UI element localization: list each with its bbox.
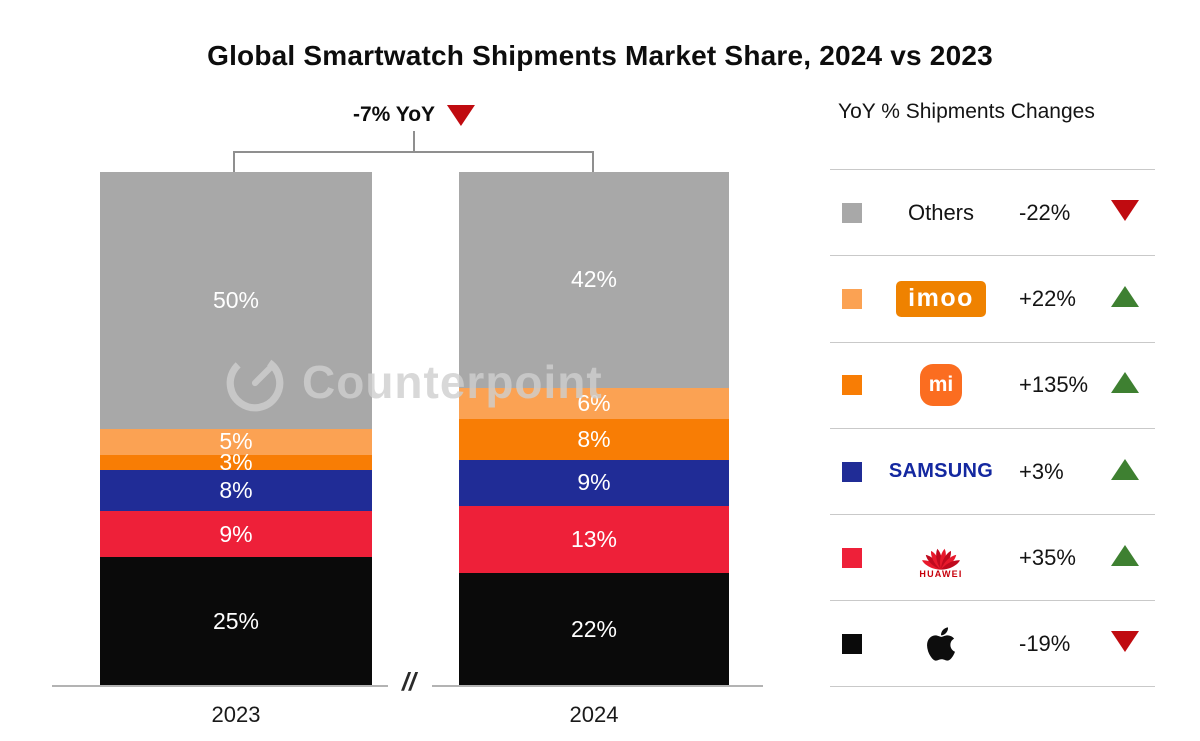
huawei-petals-icon bbox=[921, 549, 961, 570]
yoy-total-annotation: -7% YoY bbox=[352, 103, 476, 127]
segment-value-label: 22% bbox=[570, 615, 618, 642]
chart-title: Global Smartwatch Shipments Market Share… bbox=[207, 40, 993, 71]
segment-value-label: 25% bbox=[212, 608, 260, 635]
bar-segment-apple-2023: 25% bbox=[100, 557, 372, 686]
bracket-left-drop-line bbox=[233, 151, 235, 172]
legend-swatch-apple bbox=[842, 633, 862, 654]
legend-row-others: Others -22% bbox=[830, 169, 1155, 255]
bracket-horizontal-line bbox=[233, 151, 594, 153]
bar-segment-imoo-2023: 5% bbox=[100, 429, 372, 455]
legend-yoy-change-others: -22% bbox=[1019, 199, 1071, 225]
x-axis-label-2024: 2024 bbox=[569, 702, 619, 727]
segment-value-label: 3% bbox=[219, 448, 253, 475]
bar-segment-xiaomi-2023: 3% bbox=[100, 450, 372, 473]
up-triangle-icon bbox=[1111, 285, 1139, 307]
segment-value-label: 13% bbox=[570, 525, 618, 552]
legend-brand-label: Others bbox=[907, 199, 975, 225]
legend-brand-others: Others bbox=[908, 200, 974, 226]
legend-trend-cell bbox=[1111, 372, 1139, 398]
legend-row-huawei: HUAWEI +35% bbox=[830, 514, 1155, 600]
legend-swatch-others bbox=[842, 202, 862, 223]
bracket-stem-line bbox=[413, 131, 415, 152]
bar-segment-imoo-2024: 6% bbox=[459, 387, 729, 419]
legend-trend-cell bbox=[1111, 630, 1139, 657]
bar-segment-others-2023: 50% bbox=[100, 172, 372, 429]
samsung-logo-text: SAMSUNG bbox=[888, 460, 994, 483]
legend-row-samsung: SAMSUNG +3% bbox=[830, 427, 1155, 514]
yoy-total-label: -7% YoY bbox=[352, 103, 436, 126]
legend-trend-cell bbox=[1111, 544, 1139, 571]
legend-trend-cell bbox=[1111, 458, 1139, 485]
legend-brand-huawei: HUAWEI bbox=[918, 536, 964, 579]
bar-segment-huawei-2023: 9% bbox=[100, 511, 372, 558]
xiaomi-mi-logo: mi bbox=[920, 364, 962, 407]
legend-trend-cell bbox=[1111, 199, 1139, 226]
imoo-logo: imoo bbox=[896, 280, 986, 317]
bracket-right-drop-line bbox=[592, 151, 594, 172]
segment-value-label: 50% bbox=[212, 287, 260, 313]
legend-header: YoY % Shipments Changes bbox=[838, 100, 1095, 123]
stacked-bar-2024: 42% 6% 8% 9% 13% 22% bbox=[459, 172, 729, 686]
up-triangle-icon bbox=[1111, 544, 1139, 566]
huawei-wordmark-text: HUAWEI bbox=[919, 569, 963, 580]
legend-yoy-change-xiaomi: +135% bbox=[1019, 372, 1089, 398]
bar-segment-huawei-2024: 13% bbox=[459, 506, 729, 573]
yoy-down-triangle-icon bbox=[447, 104, 476, 126]
legend-rows: Others -22% imoo +22% mi +135% SAMSUNG +3% HUAWE… bbox=[830, 169, 1155, 687]
legend-brand-samsung: SAMSUNG bbox=[889, 460, 993, 483]
legend-yoy-change-apple: -19% bbox=[1019, 630, 1071, 656]
legend-yoy-change-samsung: +3% bbox=[1019, 458, 1064, 484]
bar-segment-xiaomi-2024: 8% bbox=[459, 418, 729, 460]
legend-swatch-imoo bbox=[842, 288, 862, 309]
legend-row-apple: -19% bbox=[830, 600, 1155, 687]
x-axis-line-right bbox=[432, 685, 763, 687]
segment-value-label: 6% bbox=[577, 389, 611, 416]
axis-break-mark: // bbox=[402, 668, 416, 696]
stacked-bar-2023: 50% 5% 3% 8% 9% 25% bbox=[100, 172, 372, 686]
bar-segment-apple-2024: 22% bbox=[459, 572, 729, 686]
legend-row-imoo: imoo +22% bbox=[830, 255, 1155, 341]
up-triangle-icon bbox=[1111, 458, 1139, 480]
up-triangle-icon bbox=[1111, 372, 1139, 394]
legend-brand-imoo: imoo bbox=[896, 280, 986, 317]
segment-value-label: 8% bbox=[219, 477, 253, 504]
legend-panel: YoY % Shipments Changes Others -22% imoo +2… bbox=[830, 0, 1155, 741]
legend-yoy-change-imoo: +22% bbox=[1019, 285, 1076, 311]
legend-brand-apple bbox=[926, 625, 956, 663]
down-triangle-icon bbox=[1111, 199, 1139, 221]
segment-value-label: 8% bbox=[577, 425, 611, 452]
legend-yoy-change-huawei: +35% bbox=[1019, 544, 1076, 570]
legend-trend-cell bbox=[1111, 285, 1139, 312]
legend-swatch-huawei bbox=[842, 547, 862, 568]
legend-swatch-samsung bbox=[842, 461, 862, 482]
bar-segment-others-2024: 42% bbox=[459, 172, 729, 388]
x-axis-line-left bbox=[52, 685, 388, 687]
apple-logo-icon bbox=[927, 627, 955, 661]
segment-value-label: 9% bbox=[577, 469, 611, 496]
segment-value-label: 5% bbox=[219, 428, 253, 455]
bar-segment-samsung-2024: 9% bbox=[459, 459, 729, 507]
legend-swatch-xiaomi bbox=[842, 375, 862, 396]
segment-value-label: 9% bbox=[219, 520, 253, 547]
legend-row-xiaomi: mi +135% bbox=[830, 341, 1155, 428]
segment-value-label: 42% bbox=[570, 266, 618, 293]
legend-brand-xiaomi: mi bbox=[920, 364, 962, 407]
x-axis-label-2023: 2023 bbox=[211, 702, 261, 727]
down-triangle-icon bbox=[1111, 630, 1139, 652]
bar-segment-samsung-2023: 8% bbox=[100, 470, 372, 512]
